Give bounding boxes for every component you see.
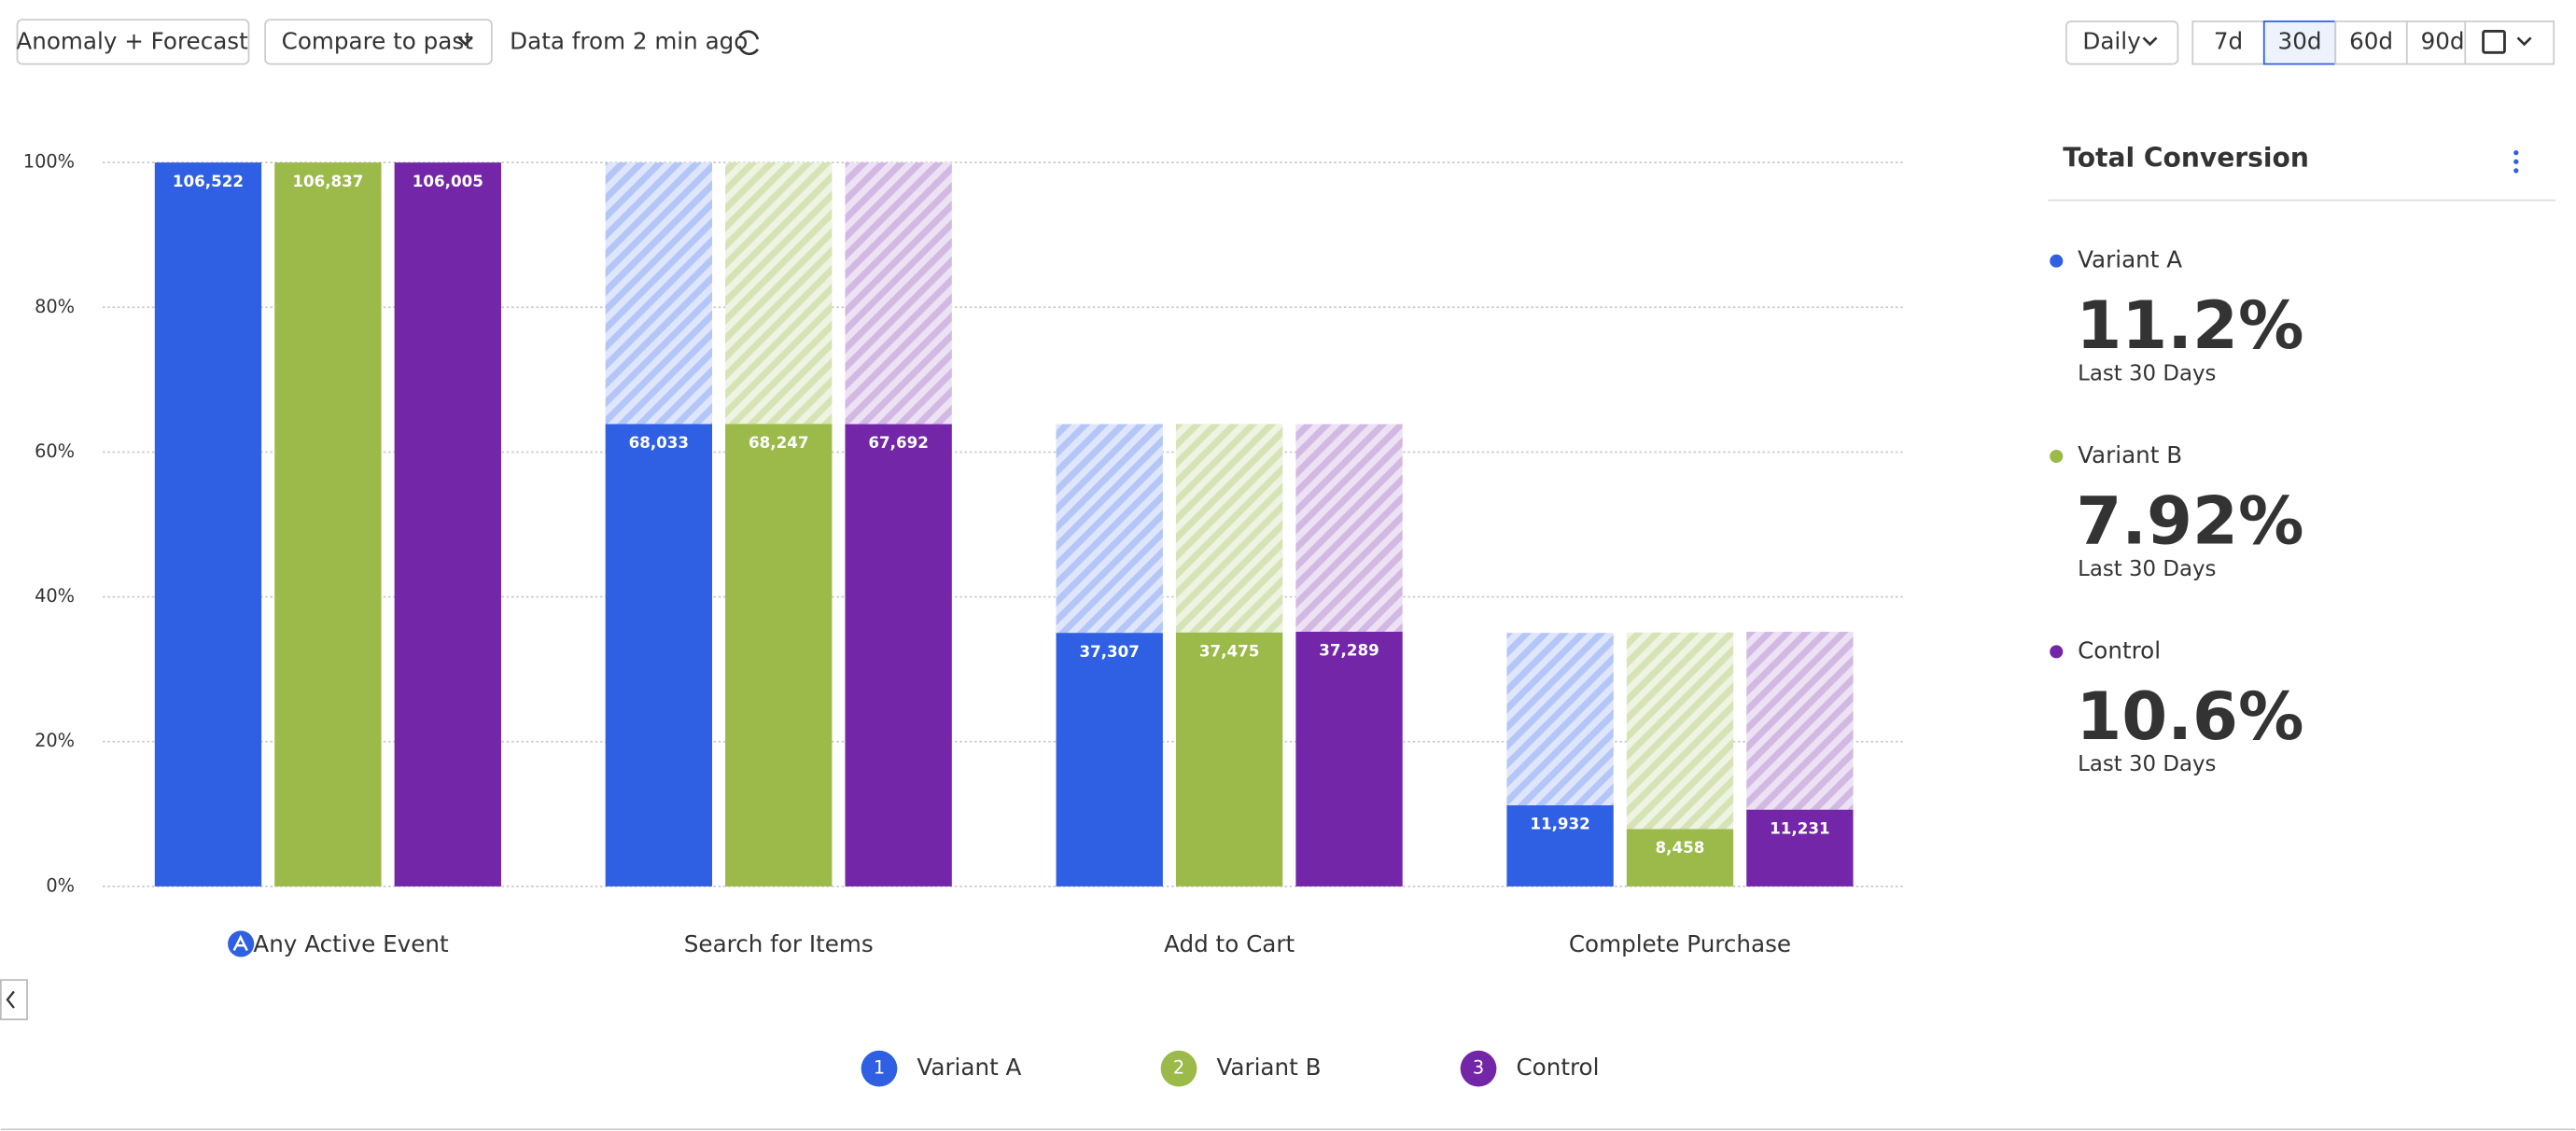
- legend-label: Variant B: [1216, 1054, 1321, 1081]
- drop-off: [725, 162, 833, 425]
- range-label[interactable]: 60d: [2349, 28, 2393, 55]
- collapse-button[interactable]: [0, 979, 28, 1021]
- bar: [1506, 805, 1614, 887]
- bar: [154, 162, 262, 887]
- drop-off: [1746, 632, 1854, 810]
- chevron: [2142, 36, 2158, 47]
- y-tick-label: 0%: [46, 874, 75, 896]
- bar: [845, 424, 952, 887]
- chevron: [6, 990, 15, 1009]
- x-tick-label: Complete Purchase: [1569, 930, 1791, 957]
- x-tick-label: Search for Items: [684, 930, 874, 957]
- bar: [274, 162, 382, 887]
- drop-off: [1626, 632, 1734, 830]
- range-label[interactable]: 7d: [2214, 28, 2243, 55]
- drop-off: [1175, 424, 1283, 633]
- compare-label[interactable]: Compare to past: [282, 28, 474, 55]
- metric-period: Last 30 Days: [2078, 752, 2216, 776]
- x-tick-label: Any Active Event: [253, 930, 449, 957]
- legend-badge-number: 3: [1473, 1057, 1484, 1079]
- range-button[interactable]: [2262, 20, 2337, 65]
- metric-name: Variant A: [2078, 246, 2182, 273]
- metric-name: Control: [2078, 636, 2161, 663]
- value-label: 37,289: [1319, 641, 1379, 660]
- value-label: 11,932: [1530, 815, 1589, 833]
- value-label: 106,522: [173, 172, 244, 190]
- bar: [605, 424, 713, 887]
- compare-button[interactable]: [264, 19, 493, 65]
- legend-badge: [1460, 1050, 1497, 1087]
- legend-badge-number: 2: [1173, 1057, 1184, 1079]
- interval-label[interactable]: Daily: [2082, 28, 2140, 55]
- drop-off: [605, 162, 713, 425]
- refresh-icon[interactable]: [738, 30, 760, 56]
- calendar-icon: [2482, 30, 2506, 54]
- chevron: [2516, 36, 2532, 47]
- value-label: 37,307: [1079, 642, 1139, 661]
- legend-badge: [861, 1050, 898, 1087]
- metric-period: Last 30 Days: [2078, 362, 2216, 386]
- bar: [1175, 632, 1283, 887]
- value-label: 68,247: [749, 433, 808, 452]
- bar: [1746, 809, 1854, 887]
- metric-period: Last 30 Days: [2078, 557, 2216, 581]
- drop-off: [845, 162, 952, 425]
- anomaly-label[interactable]: Anomaly + Forecast: [16, 28, 248, 55]
- value-label: 106,005: [413, 172, 483, 190]
- y-tick-label: 20%: [35, 730, 75, 751]
- freshness: Data from 2 min ago: [510, 28, 748, 55]
- legend-dot: [2050, 254, 2064, 268]
- metric-value: 7.92%: [2076, 482, 2303, 559]
- range-button[interactable]: [2334, 20, 2408, 65]
- drop-off: [1506, 633, 1614, 806]
- legend-label: Control: [1517, 1054, 1600, 1081]
- range-label[interactable]: 30d: [2278, 28, 2322, 55]
- event-icon: [228, 930, 255, 957]
- value-label: 37,475: [1199, 641, 1259, 660]
- bar: [725, 424, 833, 887]
- value-label: 11,231: [1770, 818, 1829, 837]
- interval-button[interactable]: [2065, 20, 2179, 65]
- drop-off: [1295, 424, 1403, 633]
- value-label: 67,692: [868, 433, 928, 452]
- metric-value: 11.2%: [2076, 287, 2303, 364]
- legend-badge: [1160, 1050, 1197, 1087]
- metric-value: 10.6%: [2076, 678, 2303, 755]
- y-tick-label: 40%: [35, 585, 75, 607]
- metric-name: Variant B: [2078, 441, 2182, 468]
- bar: [1626, 829, 1734, 887]
- bar: [1295, 632, 1403, 887]
- range-label[interactable]: 90d: [2421, 28, 2465, 55]
- legend-dot: [2050, 449, 2064, 464]
- event-icon-glyph: [232, 934, 248, 952]
- anomaly-button[interactable]: [16, 19, 250, 65]
- legend-badge-number: 1: [874, 1057, 885, 1079]
- y-tick-label: 60%: [35, 440, 75, 462]
- panel-menu[interactable]: [2513, 149, 2519, 174]
- panel-title: Total Conversion: [2063, 143, 2309, 174]
- value-label: 106,837: [292, 172, 363, 190]
- bar: [394, 162, 501, 887]
- y-tick-label: 80%: [35, 296, 75, 317]
- bar: [1056, 633, 1163, 887]
- legend-label: Variant A: [917, 1054, 1021, 1081]
- calendar-button[interactable]: [2464, 20, 2555, 65]
- value-label: 68,033: [629, 433, 689, 452]
- value-label: 8,458: [1656, 838, 1705, 857]
- chevron: [457, 36, 473, 47]
- legend-dot: [2050, 645, 2064, 659]
- drop-off: [1056, 424, 1163, 634]
- x-tick-label: Add to Cart: [1164, 930, 1295, 957]
- y-tick-label: 100%: [23, 151, 75, 173]
